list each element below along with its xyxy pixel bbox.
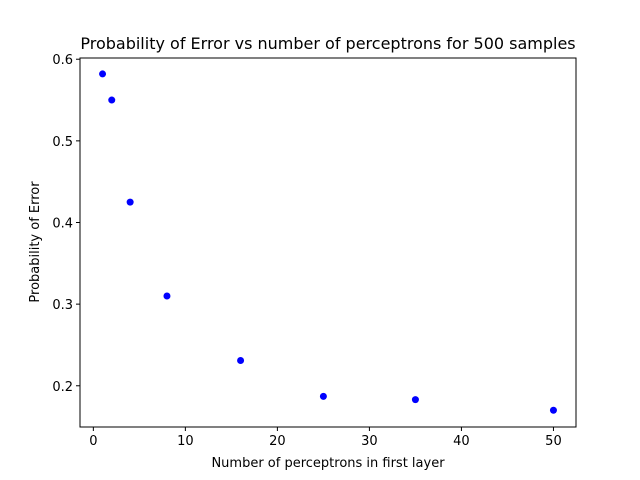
data-points bbox=[99, 70, 557, 414]
x-tick-label: 20 bbox=[269, 434, 286, 449]
data-point bbox=[108, 96, 116, 104]
x-tick-label: 30 bbox=[361, 434, 378, 449]
data-point bbox=[237, 356, 245, 364]
y-axis: 0.2 0.3 0.4 0.5 0.6 bbox=[52, 53, 80, 395]
x-tick-label: 10 bbox=[177, 434, 194, 449]
data-point bbox=[549, 406, 557, 414]
data-point bbox=[99, 70, 107, 78]
plot-frame bbox=[79, 57, 577, 428]
x-axis: 0 10 20 30 40 50 bbox=[89, 427, 562, 449]
y-tick-label: 0.5 bbox=[52, 135, 73, 150]
y-tick-label: 0.3 bbox=[52, 298, 73, 313]
y-tick-label: 0.2 bbox=[52, 380, 73, 395]
x-tick-label: 50 bbox=[545, 434, 562, 449]
x-tick-label: 0 bbox=[89, 434, 97, 449]
data-point bbox=[411, 396, 419, 404]
x-tick-label: 40 bbox=[453, 434, 470, 449]
data-point bbox=[163, 292, 171, 300]
chart-title: Probability of Error vs number of percep… bbox=[80, 34, 575, 53]
x-axis-label: Number of perceptrons in first layer bbox=[211, 456, 445, 471]
y-tick-label: 0.6 bbox=[52, 53, 73, 68]
y-axis-label: Probability of Error bbox=[28, 181, 43, 303]
y-tick-label: 0.4 bbox=[52, 216, 73, 231]
data-point bbox=[319, 392, 327, 400]
data-point bbox=[126, 198, 134, 206]
